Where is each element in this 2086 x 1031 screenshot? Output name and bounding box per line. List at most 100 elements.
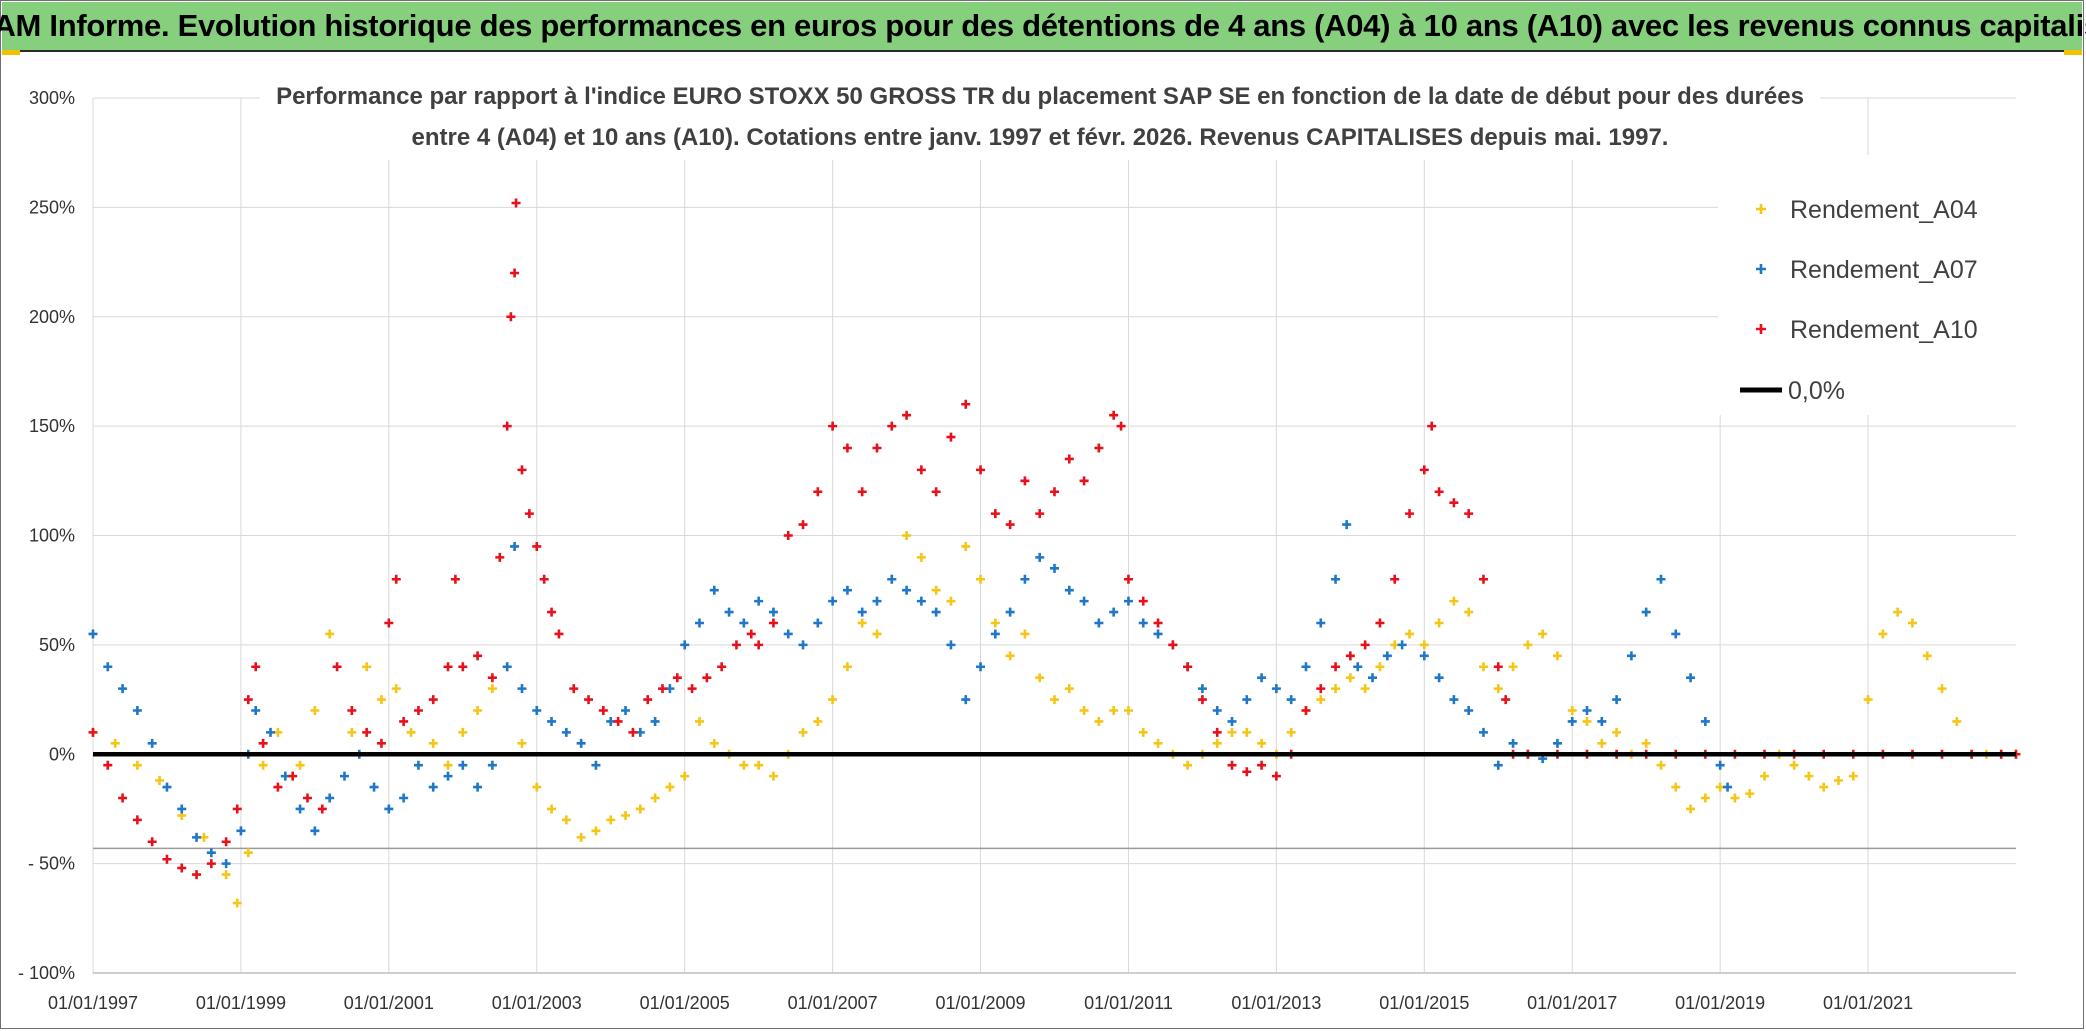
data-point xyxy=(768,607,778,617)
data-point xyxy=(1567,706,1577,715)
data-point xyxy=(1478,727,1488,737)
data-point xyxy=(1375,662,1385,672)
y-tick-label: 250% xyxy=(29,197,75,217)
legend: Rendement_A04 Rendement_A07 Rendement_A10 0… xyxy=(1718,155,2020,415)
legend-label: Rendement_A04 xyxy=(1790,196,1978,224)
data-point xyxy=(1035,509,1045,519)
data-point xyxy=(1552,738,1562,748)
data-point xyxy=(369,782,379,792)
data-point xyxy=(243,848,253,858)
data-point xyxy=(88,629,98,639)
y-tick-label: 100% xyxy=(29,526,75,546)
data-point xyxy=(511,198,521,208)
data-point xyxy=(1419,640,1429,650)
data-point xyxy=(1582,706,1592,715)
data-point xyxy=(976,662,986,672)
data-point xyxy=(347,706,357,715)
data-point xyxy=(325,629,335,639)
title-banner: ADAM Informe. Evolution historique des p… xyxy=(0,2,2086,52)
data-point xyxy=(1227,716,1237,726)
data-point xyxy=(628,727,638,737)
y-tick-label: - 100% xyxy=(18,963,75,983)
page-title: ADAM Informe. Evolution historique des p… xyxy=(0,8,2086,43)
data-point xyxy=(643,695,653,705)
data-point xyxy=(251,706,261,715)
data-point xyxy=(362,662,372,672)
data-point xyxy=(946,596,956,606)
data-point xyxy=(177,804,187,814)
data-point xyxy=(1907,618,1917,628)
data-point xyxy=(1005,651,1015,661)
data-point xyxy=(1316,695,1326,705)
data-point xyxy=(554,629,564,639)
data-point xyxy=(1804,771,1814,781)
x-tick-label: 01/01/2001 xyxy=(344,993,434,1013)
data-point xyxy=(1686,804,1696,814)
y-tick-label: 50% xyxy=(39,635,75,655)
data-point xyxy=(1020,629,1030,639)
x-tick-label: 01/01/2019 xyxy=(1675,993,1765,1013)
data-point xyxy=(118,793,128,803)
data-point xyxy=(1612,695,1622,705)
legend-label: 0,0% xyxy=(1788,377,1845,405)
data-point xyxy=(1833,776,1843,785)
data-point xyxy=(798,640,808,650)
data-point xyxy=(813,618,823,628)
data-point xyxy=(1020,574,1030,584)
data-point xyxy=(1427,421,1437,431)
data-point xyxy=(295,760,305,770)
data-point xyxy=(1005,607,1015,617)
data-point xyxy=(1183,662,1193,672)
x-tick-label: 01/01/1997 xyxy=(48,993,138,1013)
data-point xyxy=(976,574,986,584)
data-point xyxy=(1212,727,1222,737)
data-point xyxy=(902,531,912,540)
data-point xyxy=(458,727,468,737)
data-point xyxy=(1094,716,1104,726)
data-point xyxy=(1493,662,1503,672)
data-point xyxy=(236,826,246,836)
data-point xyxy=(842,585,852,595)
data-point xyxy=(1153,629,1163,639)
data-point xyxy=(561,815,571,825)
data-point xyxy=(428,738,438,748)
data-point xyxy=(916,552,926,562)
data-point xyxy=(591,760,601,770)
data-point xyxy=(1138,727,1148,737)
data-point xyxy=(221,837,231,847)
chart-subtitle-line-1: Performance par rapport à l'indice EURO … xyxy=(276,83,1804,110)
data-point xyxy=(1212,706,1222,715)
data-point xyxy=(413,760,423,770)
data-point xyxy=(1449,596,1459,606)
x-tick-label: 01/01/2003 xyxy=(492,993,582,1013)
data-point xyxy=(1316,684,1326,694)
y-tick-label: 0% xyxy=(49,744,75,764)
data-point xyxy=(177,863,187,873)
data-point xyxy=(1789,760,1799,770)
data-point xyxy=(232,804,242,814)
x-tick-label: 01/01/2017 xyxy=(1527,993,1617,1013)
data-point xyxy=(1197,684,1207,694)
data-point xyxy=(1671,629,1681,639)
data-point xyxy=(828,695,838,705)
data-point xyxy=(1109,607,1119,617)
data-point xyxy=(717,662,727,672)
legend-label: Rendement_A07 xyxy=(1790,256,1978,284)
data-point xyxy=(443,662,453,672)
data-point xyxy=(266,727,276,737)
data-point xyxy=(532,782,542,792)
data-point xyxy=(828,596,838,606)
data-point xyxy=(1567,716,1577,726)
data-point xyxy=(621,811,631,820)
data-point xyxy=(1375,618,1385,628)
data-point xyxy=(443,760,453,770)
data-point xyxy=(702,673,712,683)
x-tick-label: 01/01/2021 xyxy=(1823,993,1913,1013)
data-point xyxy=(510,268,520,278)
data-point xyxy=(487,673,497,683)
data-point xyxy=(1478,662,1488,672)
data-point xyxy=(458,662,468,672)
data-point xyxy=(872,443,882,453)
data-point xyxy=(502,662,512,672)
